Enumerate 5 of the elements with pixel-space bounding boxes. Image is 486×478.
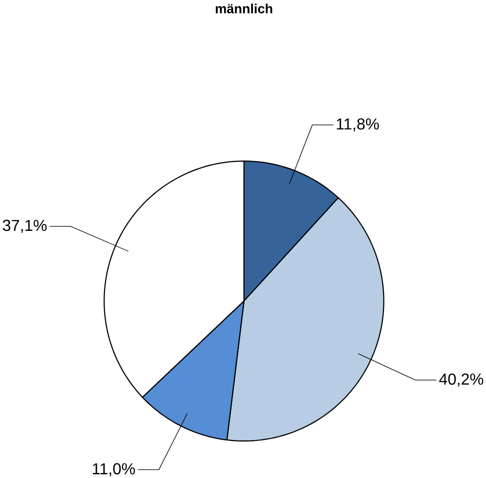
data-label: 37,1% [2,220,47,233]
data-label: 40,2% [439,373,484,386]
data-label: 11,8% [336,118,379,132]
chart-title: männlich [216,3,272,14]
data-label: 11,0% [92,462,135,476]
